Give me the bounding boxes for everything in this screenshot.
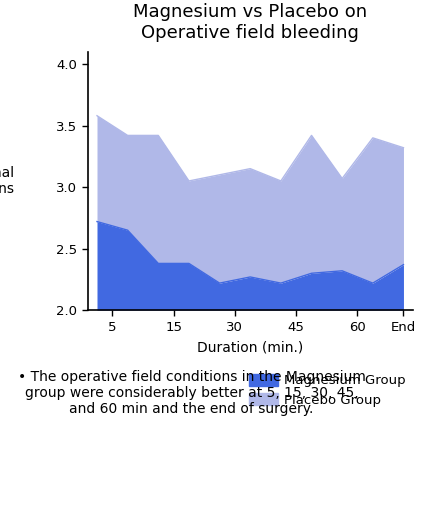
Text: • The operative field conditions in the Magnesium
group were considerably better: • The operative field conditions in the … [18,370,364,416]
Legend: Magnesium Group, Placebo Group: Magnesium Group, Placebo Group [248,374,405,406]
Title: Magnesium vs Placebo on
Operative field bleeding: Magnesium vs Placebo on Operative field … [133,3,367,42]
Y-axis label: Marginal
Means: Marginal Means [0,166,14,196]
X-axis label: Duration (min.): Duration (min.) [197,341,303,355]
